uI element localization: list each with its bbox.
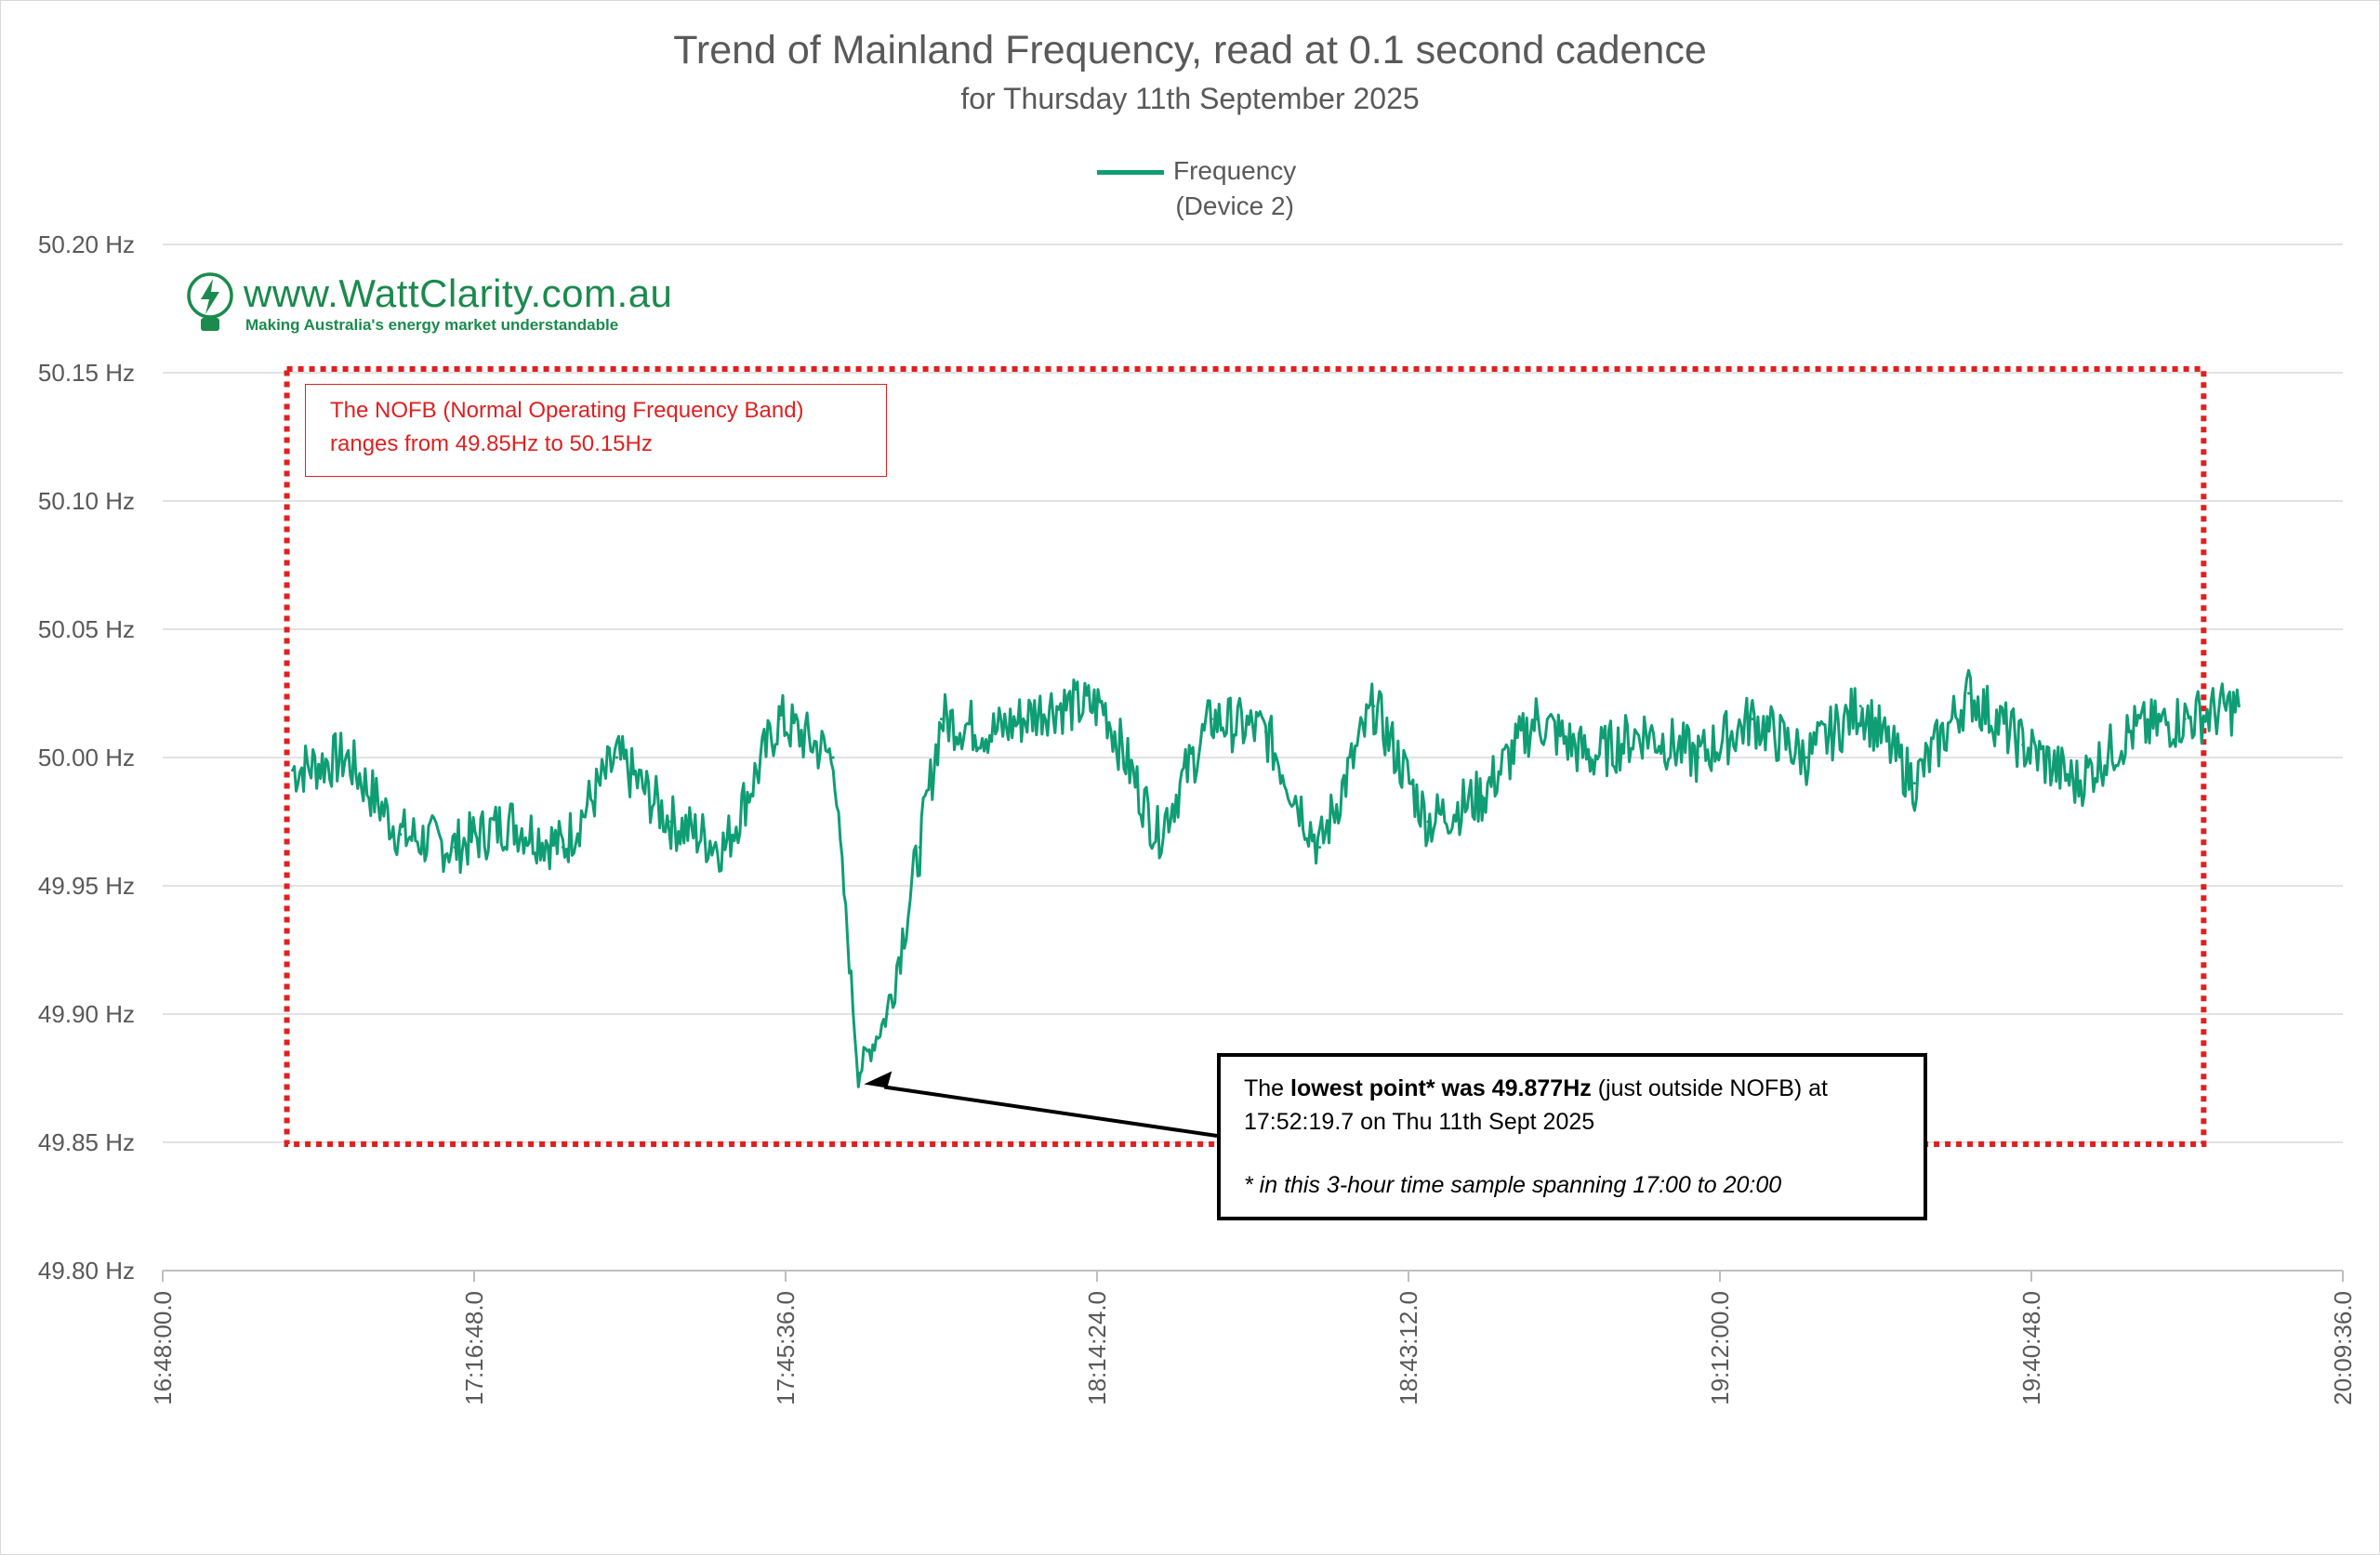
legend-swatch xyxy=(1097,170,1164,175)
callout-prefix: The xyxy=(1244,1075,1291,1101)
x-tick-label: 18:14:24.0 xyxy=(1083,1291,1111,1405)
y-tick-label: 49.80 Hz xyxy=(38,1257,135,1285)
chart-title: Trend of Mainland Frequency, read at 0.1… xyxy=(673,28,1707,72)
frequency-data-point xyxy=(1210,718,1213,721)
y-tick-label: 49.90 Hz xyxy=(38,1000,135,1028)
frequency-data-point xyxy=(453,846,456,850)
frequency-data-point xyxy=(669,820,673,824)
frequency-series-line xyxy=(291,668,2241,1088)
y-tick-label: 49.85 Hz xyxy=(38,1128,135,1156)
frequency-data-point xyxy=(1102,705,1105,708)
x-tick-label: 18:43:12.0 xyxy=(1395,1291,1422,1405)
frequency-data-point xyxy=(345,756,349,759)
x-tick-label: 19:40:48.0 xyxy=(2017,1291,2045,1405)
frequency-data-point xyxy=(1048,705,1051,708)
frequency-data-point xyxy=(885,1012,889,1016)
frequency-data-point xyxy=(615,756,619,759)
y-tick-label: 50.00 Hz xyxy=(38,744,135,771)
frequency-data-point xyxy=(1967,692,1971,695)
callout-line-1: The lowest point* was 49.877Hz (just out… xyxy=(1244,1072,1924,1105)
frequency-data-point xyxy=(2075,782,2079,785)
callout-arrowhead xyxy=(864,1071,892,1088)
frequency-data-point xyxy=(1318,846,1322,850)
frequency-data-point xyxy=(1156,833,1159,837)
legend: Frequency (Device 2) xyxy=(1097,153,1296,224)
lowest-point-callout: The lowest point* was 49.877Hz (just out… xyxy=(1217,1053,1927,1220)
frequency-data-point xyxy=(561,846,564,850)
y-tick-label: 50.20 Hz xyxy=(38,231,135,258)
frequency-data-point xyxy=(1588,756,1592,759)
frequency-data-point xyxy=(1480,794,1484,797)
frequency-data-point xyxy=(994,730,998,733)
frequency-data-point xyxy=(2183,718,2187,721)
frequency-data-point xyxy=(1805,756,1808,759)
callout-bold: lowest point* was 49.877Hz xyxy=(1290,1075,1592,1101)
x-tick-label: 20:09:36.0 xyxy=(2329,1291,2357,1405)
frequency-data-point xyxy=(1643,730,1646,733)
frequency-data-point xyxy=(1426,820,1430,824)
chart-subtitle: for Thursday 11th September 2025 xyxy=(960,82,1420,115)
frequency-data-point xyxy=(291,769,295,772)
frequency-data-point xyxy=(507,820,510,824)
frequency-data-point xyxy=(1534,718,1538,721)
callout-line-2: 17:52:19.7 on Thu 11th Sept 2025 xyxy=(1244,1109,1595,1135)
frequency-data-point xyxy=(777,718,781,721)
frequency-data-point xyxy=(2021,743,2025,746)
callout-arrow-line xyxy=(883,1085,1218,1138)
frequency-data-point xyxy=(856,1071,860,1074)
frequency-data-point xyxy=(831,756,835,759)
x-tick-label: 16:48:00.0 xyxy=(149,1291,177,1405)
callout-suffix: (just outside NOFB) at xyxy=(1591,1075,1828,1101)
lightbulb-icon xyxy=(187,272,233,331)
x-tick-label: 17:45:36.0 xyxy=(772,1291,800,1405)
nofb-note: The NOFB (Normal Operating Frequency Ban… xyxy=(305,384,887,477)
watt-clarity-logo: www.WattClarity.com.au Making Australia'… xyxy=(184,271,705,336)
legend-label: Frequency (Device 2) xyxy=(1173,156,1297,220)
logo-tagline: Making Australia's energy market underst… xyxy=(245,316,619,334)
frequency-data-point xyxy=(723,846,727,850)
frequency-data-point xyxy=(1912,782,1916,785)
y-tick-label: 50.05 Hz xyxy=(38,615,135,643)
y-tick-label: 49.95 Hz xyxy=(38,872,135,900)
nofb-band-box xyxy=(284,366,2207,1147)
frequency-data-point xyxy=(1697,756,1700,759)
x-tick-label: 17:16:48.0 xyxy=(460,1291,488,1405)
frequency-data-point xyxy=(1751,718,1754,721)
frequency-data-point xyxy=(940,718,943,721)
callout-footnote: * in this 3-hour time sample spanning 17… xyxy=(1244,1172,1782,1198)
logo-text: www.WattClarity.com.au xyxy=(244,271,673,315)
frequency-data-point xyxy=(1263,730,1267,733)
frequency-data-point xyxy=(2237,705,2241,708)
frequency-data-point xyxy=(918,846,921,850)
frequency-data-point xyxy=(399,833,403,837)
y-tick-label: 50.10 Hz xyxy=(38,487,135,515)
frequency-data-point xyxy=(1372,705,1376,708)
frequency-data-point xyxy=(1858,705,1862,708)
y-tick-label: 50.15 Hz xyxy=(38,359,135,387)
frequency-data-point xyxy=(2129,730,2133,733)
x-tick-label: 19:12:00.0 xyxy=(1706,1291,1734,1405)
